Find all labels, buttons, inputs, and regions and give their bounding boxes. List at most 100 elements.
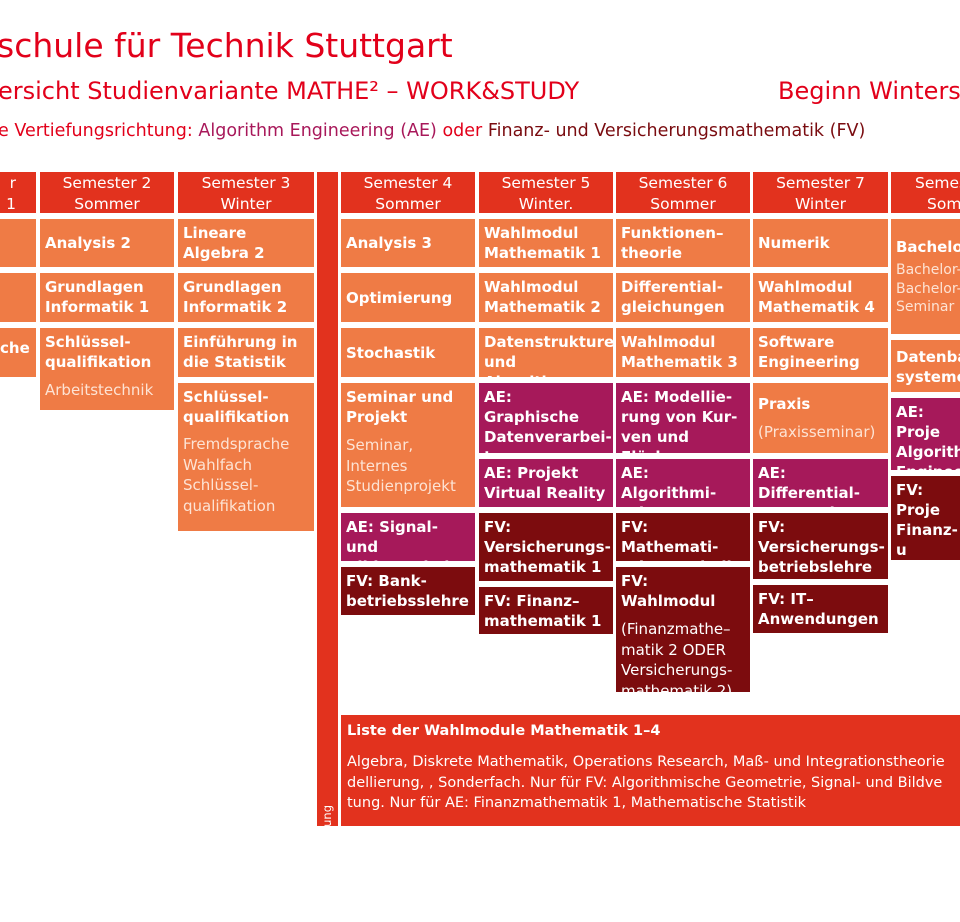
module-title: AE: Algorithmi-sche Geometrie <box>621 464 717 507</box>
module-title: Funktionen–theorie <box>621 224 724 262</box>
bachelor-vorpruefung-bar: Bachelor-Vorprüfung <box>317 172 338 922</box>
legend-prefix: e Vertiefungsrichtung: <box>0 121 193 141</box>
module-analysis-3: Analysis 3 <box>341 219 475 267</box>
module-title: FV: Versicherungs-mathematik 1 <box>484 518 611 576</box>
semester-header-6: Semester 6 Sommer <box>616 172 750 213</box>
module-s1-1 <box>0 219 36 267</box>
semester-header-3: Semester 3 Winter <box>178 172 314 213</box>
legend-ae: Algorithm Engineering (AE) <box>198 121 437 141</box>
module-title: Datenstrukturen und Algorithmen <box>484 333 613 377</box>
module-description: Bachelor- Bachelor- Seminar <box>896 262 960 315</box>
module-ae-graphische-datenverarbeitung: AE: Graphische Datenverarbei-tung <box>479 383 613 453</box>
legend-oder: oder <box>442 121 483 141</box>
vertical-label-wrapper: Bachelor-Vorprüfung <box>319 522 336 922</box>
module-title: AE: Differential-geometrie <box>758 464 860 507</box>
module-title: Einführung in die Statistik <box>183 333 298 371</box>
module-fv-versicherungsmathematik-1: FV: Versicherungs-mathematik 1 <box>479 513 613 581</box>
module-praxis: Praxis (Praxisseminar) <box>753 383 888 453</box>
module-schluesselqualifikation-s2: Schlüssel-qualifikation Arbeitstechnik <box>40 328 174 410</box>
semester-number: Semester 5 <box>501 174 591 192</box>
module-einfuehrung-statistik: Einführung in die Statistik <box>178 328 314 377</box>
module-title: Optimierung <box>346 289 453 307</box>
module-fv-versicherungsbetriebslehre: FV: Versicherungs-betriebslehre <box>753 513 888 579</box>
semester-number: Semes <box>915 174 960 192</box>
module-title: Wahlmodul Mathematik 4 <box>758 278 875 316</box>
module-fv-finanzmathematik-1: FV: Finanz–mathematik 1 <box>479 587 613 634</box>
module-description: Seminar, Internes Studienprojekt <box>346 436 456 495</box>
module-funktionentheorie: Funktionen–theorie <box>616 219 750 267</box>
module-description: Arbeitstechnik <box>45 381 154 399</box>
module-title: Analysis 3 <box>346 234 432 252</box>
module-schluesselqualifikation-s3: Schlüssel-qualifikation Fremdsprache Wah… <box>178 383 314 531</box>
module-stochastik: Stochastik <box>341 328 475 377</box>
semester-header-4: Semester 4 Sommer <box>341 172 475 213</box>
module-title: FV: Finanz–mathematik 1 <box>484 592 602 630</box>
semester-header-1: r 1 <box>0 172 36 213</box>
semester-number: Semester 4 <box>363 174 453 192</box>
wahlmodule-list-line-1: Algebra, Diskrete Mathematik, Operations… <box>347 754 945 770</box>
semester-number: Semester 6 <box>638 174 728 192</box>
module-fv-projekt: FV: Proje Finanz- u Versiche mathem <box>891 476 960 560</box>
module-title: Grundlagen Informatik 1 <box>45 278 150 316</box>
module-ae-modellierung-kurven-flaechen: AE: Modellie-rung von Kur-ven und Fläche… <box>616 383 750 453</box>
semester-number: Semester 3 <box>201 174 291 192</box>
module-wahlmodul-mathematik-3: Wahlmodul Mathematik 3 <box>616 328 750 377</box>
module-title: FV: Bank-betriebsslehre <box>346 572 469 610</box>
page-title: schule für Technik Stuttgart <box>0 26 453 65</box>
module-bachelor: Bachelor Bachelor- Bachelor- Seminar <box>891 219 960 334</box>
module-numerik: Numerik <box>753 219 888 267</box>
module-title: Grundlagen Informatik 2 <box>183 278 288 316</box>
semester-number: Semester 7 <box>776 174 865 192</box>
module-datenbanksysteme: Datenba systeme <box>891 340 960 392</box>
module-wahlmodul-mathematik-1: Wahlmodul Mathematik 1 <box>479 219 613 267</box>
start-semester-label: Beginn Winterse <box>778 77 960 105</box>
module-title: Schlüssel-qualifikation <box>183 388 290 426</box>
module-title: Lineare Algebra 2 <box>183 224 265 262</box>
semester-number: Semester 2 <box>62 174 152 192</box>
module-description: Fremdsprache Wahlfach Schlüssel-qualifik… <box>183 435 290 515</box>
semester-season: Sommer <box>375 195 441 213</box>
module-title: AE: Graphische Datenverarbei-tung <box>484 388 612 453</box>
module-title: Bachelor <box>896 238 960 256</box>
module-title: che <box>0 339 30 357</box>
module-title: FV: Versicherungs-betriebslehre <box>758 518 885 576</box>
module-fv-mathematische-statistik: FV: Mathemati-sche Statistik <box>616 513 750 561</box>
module-title: AE: Proje Algorithm Enginee <box>896 403 960 470</box>
module-title: Differential-gleichungen <box>621 278 725 316</box>
module-title: FV: Proje Finanz- u Versiche mathem <box>896 481 958 559</box>
module-ae-projekt: AE: Proje Algorithm Enginee <box>891 398 960 470</box>
wahlmodule-list-title: Liste der Wahlmodule Mathematik 1–4 <box>347 723 661 739</box>
module-title: Praxis <box>758 395 811 413</box>
semester-season: Winter. <box>518 195 574 213</box>
module-datenstrukturen-algorithmen: Datenstrukturen und Algorithmen <box>479 328 613 377</box>
module-title: AE: Signal- und Bildverarbeitung <box>346 518 475 561</box>
module-seminar-projekt: Seminar und Projekt Seminar, Internes St… <box>341 383 475 507</box>
module-fv-bankbetriebslehre: FV: Bank-betriebsslehre <box>341 567 475 615</box>
semester-header-5: Semester 5 Winter. <box>479 172 613 213</box>
module-differentialgleichungen: Differential-gleichungen <box>616 273 750 322</box>
module-wahlmodul-mathematik-4: Wahlmodul Mathematik 4 <box>753 273 888 322</box>
semester-season: Som <box>927 195 960 213</box>
module-lineare-algebra-2: Lineare Algebra 2 <box>178 219 314 267</box>
module-ae-signal-bildverarbeitung: AE: Signal- und Bildverarbeitung <box>341 513 475 561</box>
module-s1-2 <box>0 273 36 322</box>
wahlmodule-list-line-2: dellierung, , Sonderfach. Nur für FV: Al… <box>347 774 943 791</box>
module-title: AE: Modellie-rung von Kur-ven und Fläche… <box>621 388 738 453</box>
module-s1-3: che <box>0 328 36 377</box>
semester-header-2: Semester 2 Sommer <box>40 172 174 213</box>
module-description: (Praxisseminar) <box>758 423 876 441</box>
legend-fv: Finanz- und Versicherungsmathematik (FV) <box>487 121 866 141</box>
module-description: (Finanzmathe–matik 2 ODER Versicherungs-… <box>621 620 733 692</box>
module-software-engineering: Software Engineering <box>753 328 888 377</box>
module-title: FV: IT–Anwendungen <box>758 590 879 628</box>
wahlmodule-list-box: Liste der Wahlmodule Mathematik 1–4 Alge… <box>341 715 960 826</box>
module-grundlagen-informatik-2: Grundlagen Informatik 2 <box>178 273 314 322</box>
module-title: Numerik <box>758 234 830 252</box>
module-title: AE: Projekt Virtual Reality <box>484 464 606 502</box>
module-fv-it-anwendungen: FV: IT–Anwendungen <box>753 585 888 633</box>
module-title: Wahlmodul Mathematik 2 <box>484 278 601 316</box>
semester-season: Winter <box>794 195 847 213</box>
bachelor-vorpruefung-label: Bachelor-Vorprüfung <box>320 805 334 922</box>
page-subtitle: ersicht Studienvariante MATHE² – WORK&ST… <box>0 77 580 105</box>
wahlmodule-list-line-3: tung. Nur für AE: Finanzmathematik 1, Ma… <box>347 795 807 811</box>
